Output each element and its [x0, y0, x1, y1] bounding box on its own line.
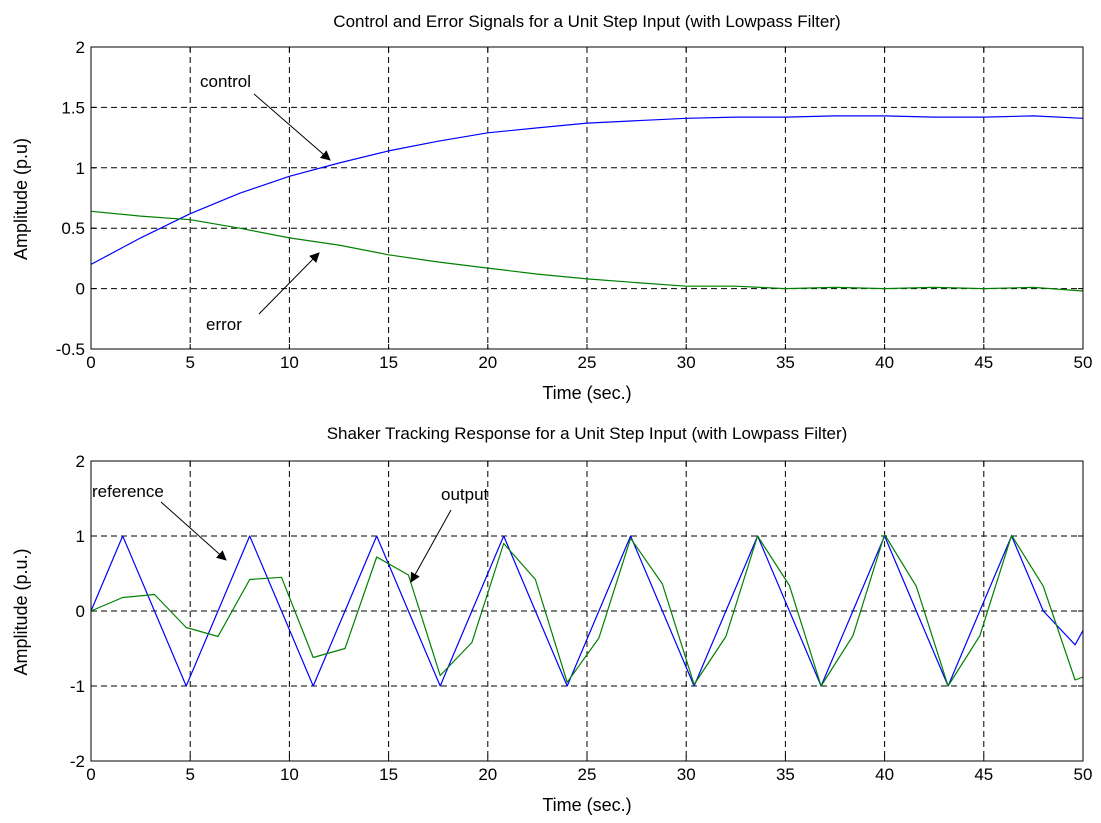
plot-area: [90, 46, 1084, 350]
x-tick-label: 0: [86, 765, 95, 784]
annotation-arrow-error: [258, 252, 320, 315]
annotation-arrow-reference: [160, 501, 227, 561]
x-axis-label: Time (sec.): [542, 383, 631, 403]
x-tick-label: 20: [478, 765, 497, 784]
x-axis-label: Time (sec.): [542, 795, 631, 815]
gridlines: [91, 47, 1083, 349]
annotations: reference output: [92, 482, 489, 583]
x-tick-label: 10: [280, 353, 299, 372]
x-tick-label: 45: [974, 765, 993, 784]
series-line-output: [90, 533, 1084, 687]
y-axis-label: Amplitude (p.u): [11, 138, 31, 260]
y-tick-label: 0: [76, 602, 85, 621]
y-tick-label: 0.5: [61, 219, 85, 238]
x-tick-label: 40: [875, 765, 894, 784]
plot-area: [90, 460, 1084, 762]
x-tick-label: 40: [875, 353, 894, 372]
x-tick-label: 20: [478, 353, 497, 372]
y-tick-label: 2: [76, 38, 85, 57]
x-tick-label: 5: [185, 353, 194, 372]
x-tick-label: 30: [677, 765, 696, 784]
series-line-reference: [90, 535, 1084, 687]
chart-tracking-response: Shaker Tracking Response for a Unit Step…: [11, 424, 1092, 815]
ticks: 0 5 10 15 20 25 30 35 40 45 50 -2 -1 0 1 2: [70, 452, 1093, 784]
annotation-control: control: [200, 72, 251, 91]
series-layer: [90, 115, 1084, 292]
series-line-control: [90, 115, 1084, 265]
y-tick-label: 0: [76, 280, 85, 299]
y-axis-label: Amplitude (p.u.): [11, 548, 31, 675]
annotations: control error: [200, 72, 331, 334]
y-tick-label: 1: [76, 159, 85, 178]
x-tick-label: 10: [280, 765, 299, 784]
x-tick-label: 50: [1074, 765, 1093, 784]
x-tick-label: 25: [578, 353, 597, 372]
y-tick-label: -1: [70, 677, 85, 696]
y-tick-label: 2: [76, 452, 85, 471]
chart-title: Shaker Tracking Response for a Unit Step…: [327, 424, 848, 443]
annotation-arrow-output: [410, 509, 452, 583]
ticks: 0 5 10 15 20 25 30 35 40 45 50-0.500.511.52: [56, 38, 1093, 372]
annotation-output: output: [441, 485, 489, 504]
x-tick-label: 15: [379, 353, 398, 372]
chart-title: Control and Error Signals for a Unit Ste…: [333, 12, 840, 31]
series-layer: [90, 533, 1084, 687]
x-tick-label: 30: [677, 353, 696, 372]
annotation-arrow-control: [253, 93, 331, 161]
x-tick-label: 15: [379, 765, 398, 784]
x-tick-label: 5: [185, 765, 194, 784]
y-tick-label: -2: [70, 752, 85, 771]
y-tick-label: 1: [76, 527, 85, 546]
x-tick-label: 25: [578, 765, 597, 784]
x-tick-label: 50: [1074, 353, 1093, 372]
series-line-error: [90, 210, 1084, 292]
annotation-reference: reference: [92, 482, 164, 501]
chart-control-error: Control and Error Signals for a Unit Ste…: [11, 12, 1092, 403]
gridlines: [91, 461, 1083, 761]
x-tick-label: 35: [776, 765, 795, 784]
x-tick-label: 35: [776, 353, 795, 372]
x-tick-label: 45: [974, 353, 993, 372]
x-tick-label: 0: [86, 353, 95, 372]
y-tick-label: 1.5: [61, 98, 85, 117]
y-tick-label: -0.5: [56, 340, 85, 359]
annotation-error: error: [206, 315, 242, 334]
